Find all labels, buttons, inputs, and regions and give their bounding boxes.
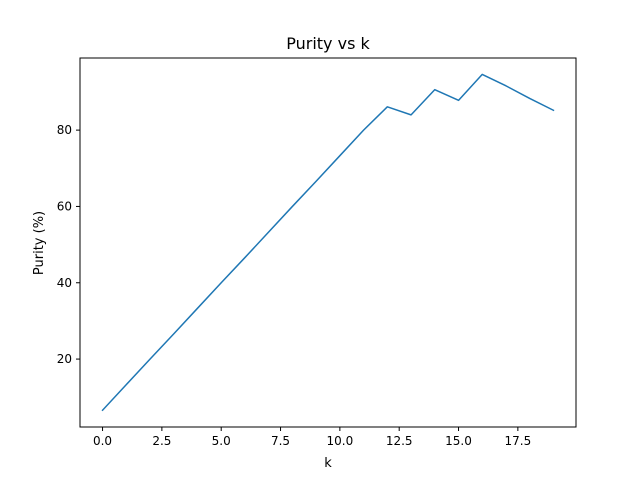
y-tick-label: 40 — [57, 276, 72, 290]
y-tick-label: 60 — [57, 199, 72, 213]
x-tick-label: 10.0 — [327, 434, 354, 448]
series-line-0 — [101, 73, 555, 412]
x-tick-label: 15.0 — [445, 434, 472, 448]
plot-frame — [79, 57, 577, 428]
plot-area — [79, 57, 577, 428]
x-axis: 0.0 2.5 5.0 7.5 10.0 12.5 15.0 17.5 — [93, 427, 531, 448]
x-axis-label: k — [324, 456, 332, 471]
x-tick-label: 7.5 — [271, 434, 290, 448]
y-tick-label: 20 — [57, 352, 72, 366]
x-tick-label: 12.5 — [386, 434, 413, 448]
y-tick-label: 80 — [57, 123, 72, 137]
x-tick-label: 0.0 — [93, 434, 112, 448]
y-axis-label: Purity (%) — [32, 211, 47, 275]
y-axis: 20 40 60 80 — [57, 123, 80, 366]
x-tick-label: 17.5 — [504, 434, 531, 448]
x-tick-label: 5.0 — [212, 434, 231, 448]
x-tick-label: 2.5 — [152, 434, 171, 448]
chart-title: Purity vs k — [286, 34, 370, 53]
